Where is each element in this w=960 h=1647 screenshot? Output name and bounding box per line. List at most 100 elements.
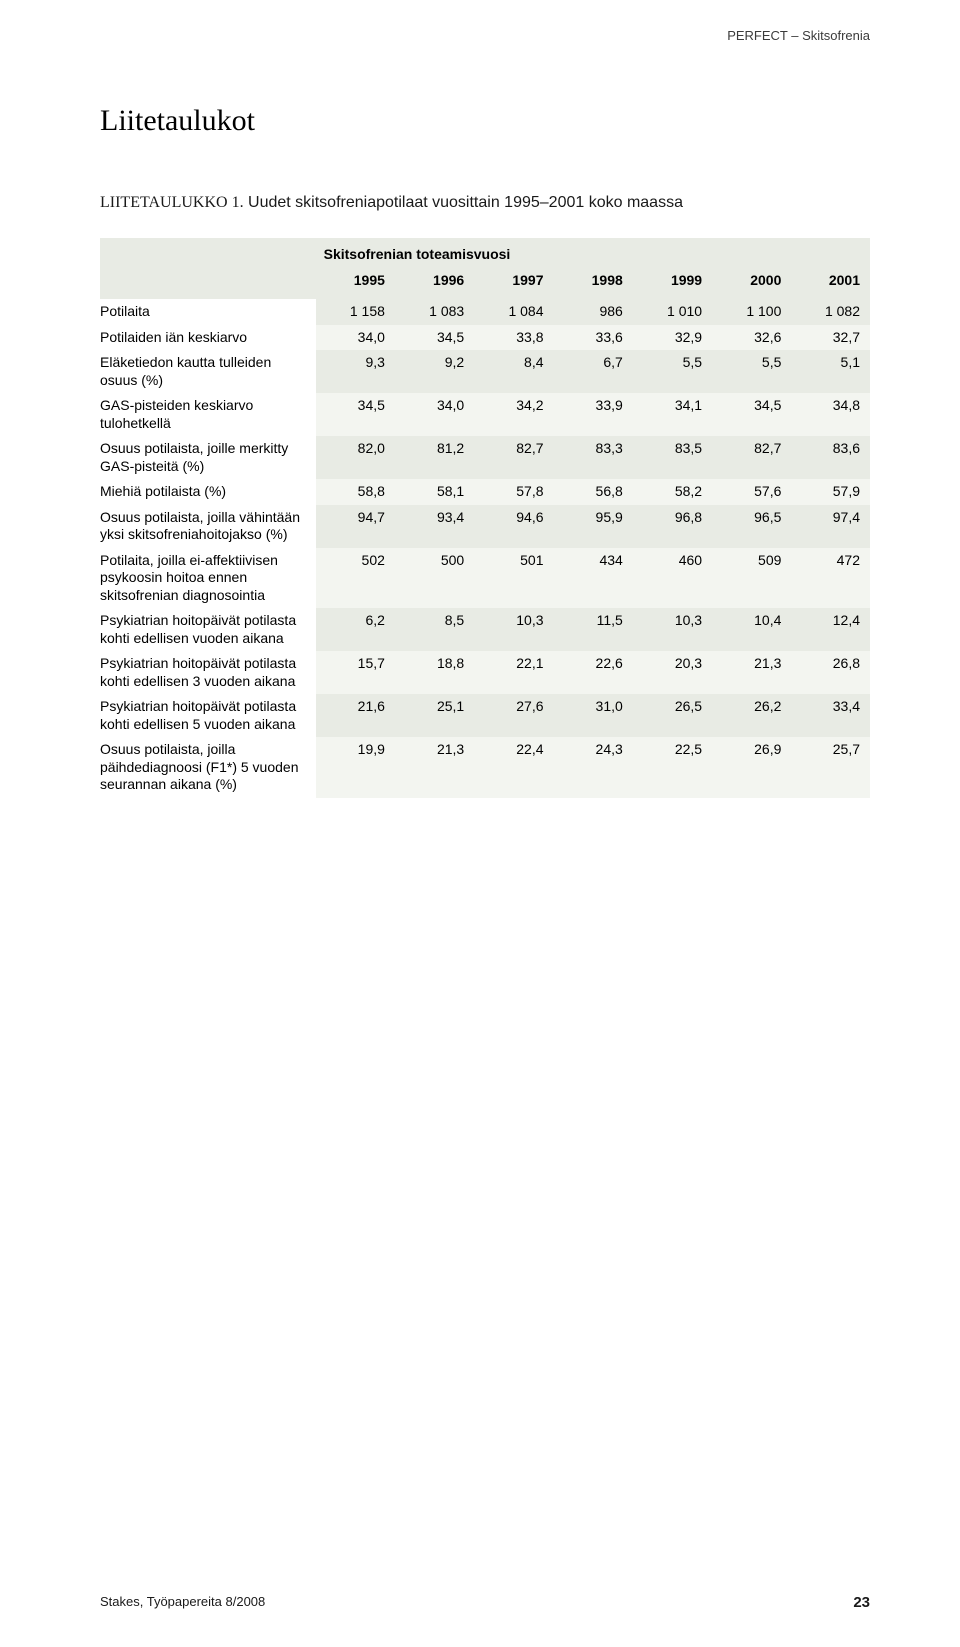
year-col: 1995 bbox=[316, 268, 395, 299]
cell-value: 34,2 bbox=[474, 393, 553, 436]
footer-left: Stakes, Työpapereita 8/2008 bbox=[100, 1594, 265, 1611]
cell-value: 57,8 bbox=[474, 479, 553, 505]
cell-value: 81,2 bbox=[395, 436, 474, 479]
caption-text: Uudet skitsofreniapotilaat vuosittain 19… bbox=[248, 194, 683, 211]
cell-value: 58,2 bbox=[633, 479, 712, 505]
table-row: Potilaita1 1581 0831 0849861 0101 1001 0… bbox=[100, 299, 870, 325]
cell-value: 31,0 bbox=[554, 694, 633, 737]
cell-value: 93,4 bbox=[395, 505, 474, 548]
year-col: 1998 bbox=[554, 268, 633, 299]
caption-label: LIITETAULUKKO 1. bbox=[100, 194, 244, 211]
section-title: Liitetaulukot bbox=[100, 104, 870, 138]
cell-value: 986 bbox=[554, 299, 633, 325]
table-caption: LIITETAULUKKO 1. Uudet skitsofreniapotil… bbox=[100, 194, 870, 212]
cell-value: 96,5 bbox=[712, 505, 791, 548]
cell-value: 434 bbox=[554, 548, 633, 609]
year-col: 2000 bbox=[712, 268, 791, 299]
cell-value: 34,0 bbox=[316, 325, 395, 351]
table-row: Psykiatrian hoitopäivät potilasta kohti … bbox=[100, 694, 870, 737]
cell-value: 34,8 bbox=[791, 393, 870, 436]
year-col: 2001 bbox=[791, 268, 870, 299]
page-footer: Stakes, Työpapereita 8/2008 23 bbox=[100, 1594, 870, 1611]
cell-value: 500 bbox=[395, 548, 474, 609]
table-row: Potilaiden iän keskiarvo34,034,533,833,6… bbox=[100, 325, 870, 351]
cell-value: 12,4 bbox=[791, 608, 870, 651]
table-row: Osuus potilaista, joilla päihdediagnoosi… bbox=[100, 737, 870, 798]
cell-value: 26,5 bbox=[633, 694, 712, 737]
row-label: Osuus potilaista, joilla vähintään yksi … bbox=[100, 505, 316, 548]
cell-value: 57,9 bbox=[791, 479, 870, 505]
cell-value: 26,9 bbox=[712, 737, 791, 798]
cell-value: 34,5 bbox=[316, 393, 395, 436]
cell-value: 21,3 bbox=[712, 651, 791, 694]
cell-value: 94,7 bbox=[316, 505, 395, 548]
cell-value: 1 010 bbox=[633, 299, 712, 325]
row-label: Psykiatrian hoitopäivät potilasta kohti … bbox=[100, 651, 316, 694]
year-col: 1996 bbox=[395, 268, 474, 299]
cell-value: 1 084 bbox=[474, 299, 553, 325]
cell-value: 19,9 bbox=[316, 737, 395, 798]
cell-value: 1 158 bbox=[316, 299, 395, 325]
cell-value: 83,6 bbox=[791, 436, 870, 479]
cell-value: 82,7 bbox=[474, 436, 553, 479]
header-blank bbox=[100, 238, 316, 268]
row-label: Potilaiden iän keskiarvo bbox=[100, 325, 316, 351]
cell-value: 32,7 bbox=[791, 325, 870, 351]
cell-value: 9,2 bbox=[395, 350, 474, 393]
table-row: GAS-pisteiden keskiarvo tulohetkellä34,5… bbox=[100, 393, 870, 436]
cell-value: 5,5 bbox=[633, 350, 712, 393]
cell-value: 502 bbox=[316, 548, 395, 609]
cell-value: 15,7 bbox=[316, 651, 395, 694]
table-row: Psykiatrian hoitopäivät potilasta kohti … bbox=[100, 608, 870, 651]
cell-value: 82,0 bbox=[316, 436, 395, 479]
cell-value: 25,1 bbox=[395, 694, 474, 737]
cell-value: 8,4 bbox=[474, 350, 553, 393]
row-label: GAS-pisteiden keskiarvo tulohetkellä bbox=[100, 393, 316, 436]
cell-value: 34,5 bbox=[395, 325, 474, 351]
cell-value: 83,5 bbox=[633, 436, 712, 479]
row-label: Eläketiedon kautta tulleiden osuus (%) bbox=[100, 350, 316, 393]
cell-value: 34,5 bbox=[712, 393, 791, 436]
table-row: Miehiä potilaista (%)58,858,157,856,858,… bbox=[100, 479, 870, 505]
cell-value: 22,4 bbox=[474, 737, 553, 798]
cell-value: 97,4 bbox=[791, 505, 870, 548]
cell-value: 26,2 bbox=[712, 694, 791, 737]
row-label: Miehiä potilaista (%) bbox=[100, 479, 316, 505]
cell-value: 5,5 bbox=[712, 350, 791, 393]
cell-value: 82,7 bbox=[712, 436, 791, 479]
cell-value: 22,1 bbox=[474, 651, 553, 694]
cell-value: 10,3 bbox=[633, 608, 712, 651]
cell-value: 27,6 bbox=[474, 694, 553, 737]
page-number: 23 bbox=[853, 1594, 870, 1611]
group-header: Skitsofrenian toteamisvuosi bbox=[316, 238, 870, 268]
cell-value: 22,6 bbox=[554, 651, 633, 694]
year-col: 1999 bbox=[633, 268, 712, 299]
cell-value: 460 bbox=[633, 548, 712, 609]
cell-value: 33,4 bbox=[791, 694, 870, 737]
cell-value: 33,9 bbox=[554, 393, 633, 436]
row-label: Potilaita bbox=[100, 299, 316, 325]
cell-value: 94,6 bbox=[474, 505, 553, 548]
cell-value: 96,8 bbox=[633, 505, 712, 548]
cell-value: 32,6 bbox=[712, 325, 791, 351]
row-label: Osuus potilaista, joilla päihdediagnoosi… bbox=[100, 737, 316, 798]
cell-value: 58,1 bbox=[395, 479, 474, 505]
row-label: Potilaita, joilla ei-affektiivisen psyko… bbox=[100, 548, 316, 609]
cell-value: 26,8 bbox=[791, 651, 870, 694]
row-label: Osuus potilaista, joille merkitty GAS-pi… bbox=[100, 436, 316, 479]
cell-value: 10,4 bbox=[712, 608, 791, 651]
cell-value: 18,8 bbox=[395, 651, 474, 694]
cell-value: 501 bbox=[474, 548, 553, 609]
cell-value: 24,3 bbox=[554, 737, 633, 798]
cell-value: 32,9 bbox=[633, 325, 712, 351]
cell-value: 9,3 bbox=[316, 350, 395, 393]
cell-value: 6,7 bbox=[554, 350, 633, 393]
row-label: Psykiatrian hoitopäivät potilasta kohti … bbox=[100, 694, 316, 737]
cell-value: 10,3 bbox=[474, 608, 553, 651]
cell-value: 472 bbox=[791, 548, 870, 609]
cell-value: 21,6 bbox=[316, 694, 395, 737]
cell-value: 1 100 bbox=[712, 299, 791, 325]
table-row: Potilaita, joilla ei-affektiivisen psyko… bbox=[100, 548, 870, 609]
cell-value: 509 bbox=[712, 548, 791, 609]
cell-value: 33,6 bbox=[554, 325, 633, 351]
